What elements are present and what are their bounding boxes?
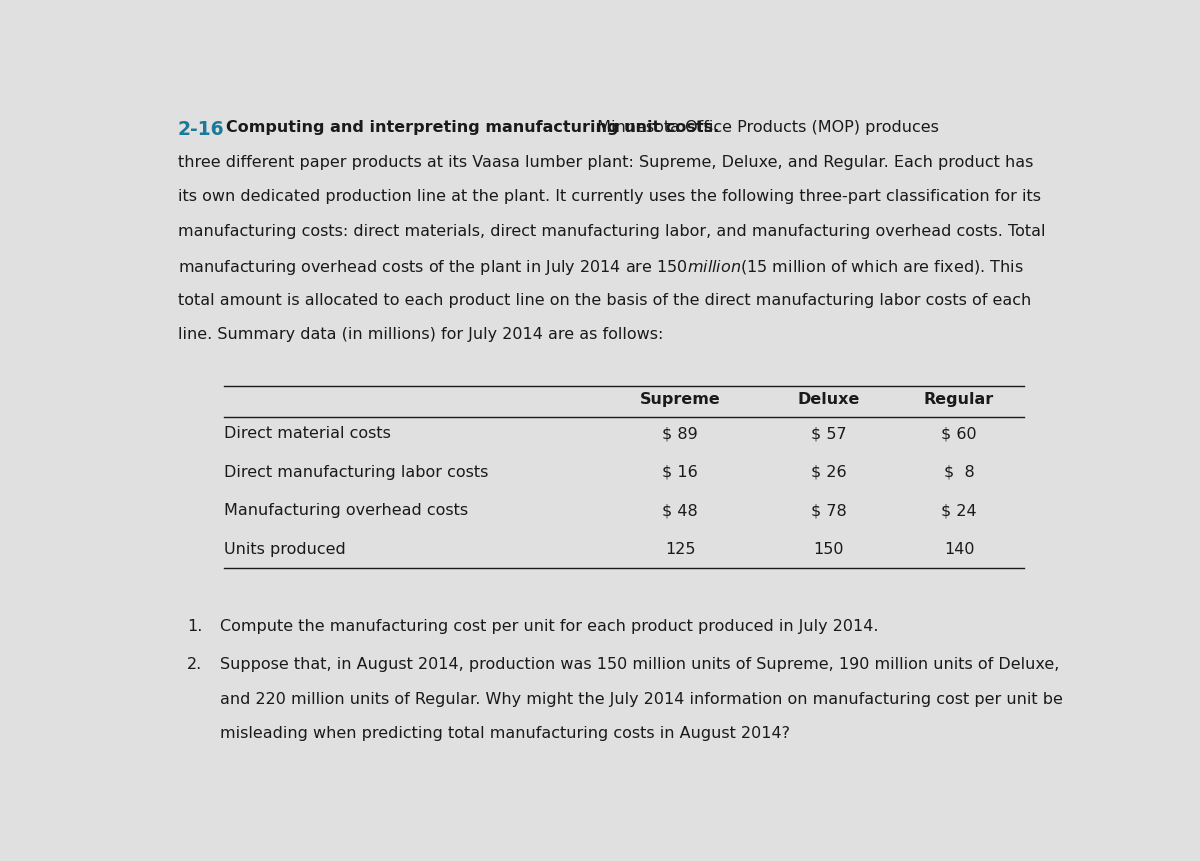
Text: manufacturing costs: direct materials, direct manufacturing labor, and manufactu: manufacturing costs: direct materials, d… — [178, 223, 1045, 238]
Text: Regular: Regular — [924, 391, 995, 406]
Text: Manufacturing overhead costs: Manufacturing overhead costs — [224, 503, 468, 517]
Text: Direct manufacturing labor costs: Direct manufacturing labor costs — [224, 464, 488, 479]
Text: and 220 million units of Regular. Why might the July 2014 information on manufac: and 220 million units of Regular. Why mi… — [220, 691, 1063, 706]
Text: $ 57: $ 57 — [811, 425, 847, 441]
Text: Minnesota Office Products (MOP) produces: Minnesota Office Products (MOP) produces — [592, 120, 938, 135]
Text: $ 60: $ 60 — [941, 425, 977, 441]
Text: manufacturing overhead costs of the plant in July 2014 are $150 million ($15 mil: manufacturing overhead costs of the plan… — [178, 257, 1024, 276]
Text: 2.: 2. — [187, 656, 203, 672]
Text: 2-16: 2-16 — [178, 120, 224, 139]
Text: $ 16: $ 16 — [662, 464, 698, 479]
Text: line. Summary data (in millions) for July 2014 are as follows:: line. Summary data (in millions) for Jul… — [178, 326, 664, 342]
Text: Units produced: Units produced — [224, 541, 346, 556]
Text: 1.: 1. — [187, 618, 203, 634]
Text: 150: 150 — [814, 541, 844, 556]
Text: misleading when predicting total manufacturing costs in August 2014?: misleading when predicting total manufac… — [220, 725, 790, 740]
Text: Supreme: Supreme — [640, 391, 720, 406]
Text: $ 89: $ 89 — [662, 425, 698, 441]
Text: $  8: $ 8 — [943, 464, 974, 479]
Text: $ 48: $ 48 — [662, 503, 698, 517]
Text: Deluxe: Deluxe — [798, 391, 860, 406]
Text: Computing and interpreting manufacturing unit costs.: Computing and interpreting manufacturing… — [227, 120, 720, 135]
Text: $ 26: $ 26 — [811, 464, 847, 479]
Text: $ 78: $ 78 — [811, 503, 847, 517]
Text: $ 24: $ 24 — [941, 503, 977, 517]
Text: total amount is allocated to each product line on the basis of the direct manufa: total amount is allocated to each produc… — [178, 292, 1031, 307]
Text: Compute the manufacturing cost per unit for each product produced in July 2014.: Compute the manufacturing cost per unit … — [220, 618, 878, 634]
Text: its own dedicated production line at the plant. It currently uses the following : its own dedicated production line at the… — [178, 189, 1040, 204]
Text: three different paper products at its Vaasa lumber plant: Supreme, Deluxe, and R: three different paper products at its Va… — [178, 154, 1033, 170]
Text: 140: 140 — [944, 541, 974, 556]
Text: Suppose that, in August 2014, production was 150 million units of Supreme, 190 m: Suppose that, in August 2014, production… — [220, 656, 1060, 672]
Text: Direct material costs: Direct material costs — [224, 425, 391, 441]
Text: 125: 125 — [665, 541, 695, 556]
